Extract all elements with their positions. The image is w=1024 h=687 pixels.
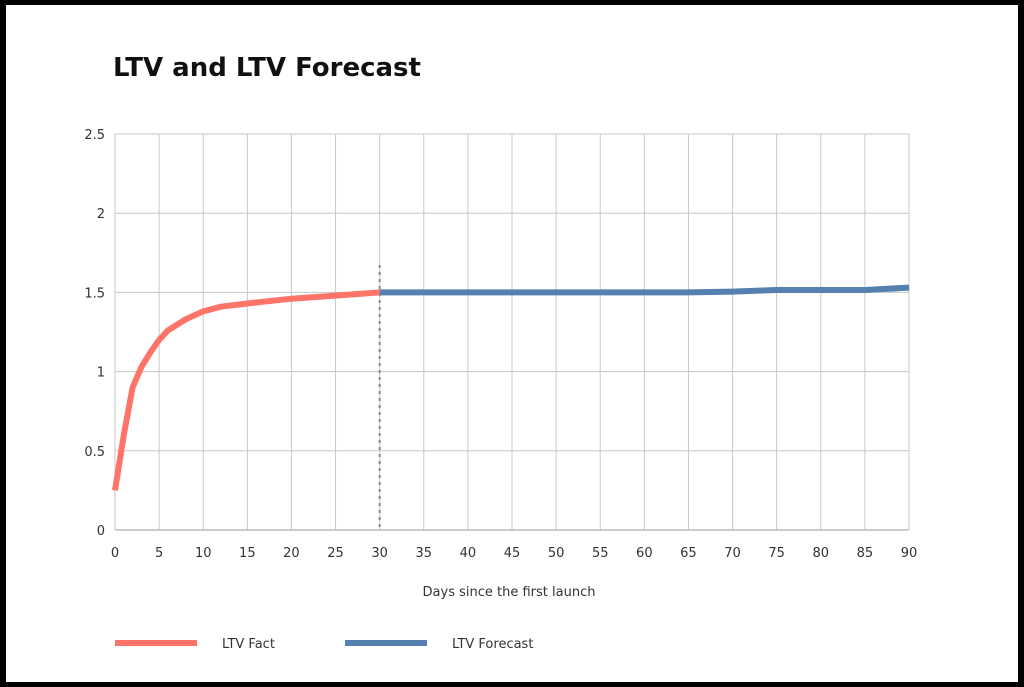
x-axis-label: Days since the first launch bbox=[423, 585, 596, 600]
series-line-ltv-fact bbox=[112, 289, 380, 491]
x-tick-label: 0 bbox=[111, 546, 119, 561]
x-tick-label: 60 bbox=[636, 546, 653, 561]
x-tick-label: 40 bbox=[460, 546, 477, 561]
y-tick-label: 1.5 bbox=[84, 286, 105, 301]
x-tick-label: 25 bbox=[327, 546, 344, 561]
x-tick-label: 35 bbox=[416, 546, 433, 561]
x-tick-label: 5 bbox=[155, 546, 163, 561]
legend-label: LTV Forecast bbox=[452, 637, 533, 652]
x-tick-label: 75 bbox=[768, 546, 785, 561]
x-tick-label: 90 bbox=[901, 546, 918, 561]
y-tick-label: 2.5 bbox=[84, 128, 105, 143]
y-tick-label: 0 bbox=[97, 524, 105, 539]
x-tick-label: 15 bbox=[239, 546, 256, 561]
x-tick-label: 80 bbox=[813, 546, 830, 561]
chart-title: LTV and LTV Forecast bbox=[113, 53, 421, 83]
x-tick-label: 30 bbox=[371, 546, 388, 561]
x-tick-label: 45 bbox=[504, 546, 521, 561]
x-tick-label: 55 bbox=[592, 546, 609, 561]
x-tick-label: 70 bbox=[724, 546, 741, 561]
x-tick-label: 50 bbox=[548, 546, 565, 561]
x-tick-label: 85 bbox=[857, 546, 874, 561]
y-tick-label: 0.5 bbox=[84, 445, 105, 460]
legend-label: LTV Fact bbox=[222, 637, 275, 652]
x-tick-label: 10 bbox=[195, 546, 212, 561]
x-tick-label: 20 bbox=[283, 546, 300, 561]
y-tick-label: 1 bbox=[97, 366, 105, 381]
y-tick-label: 2 bbox=[97, 207, 105, 222]
x-tick-label: 65 bbox=[680, 546, 697, 561]
